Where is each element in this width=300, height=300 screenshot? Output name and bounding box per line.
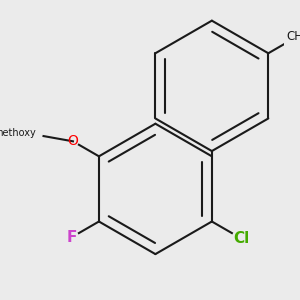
Text: Cl: Cl bbox=[233, 231, 249, 246]
Text: O: O bbox=[68, 134, 78, 148]
Text: CH₃: CH₃ bbox=[286, 30, 300, 43]
Text: methoxy: methoxy bbox=[0, 128, 36, 138]
Text: F: F bbox=[66, 230, 77, 245]
